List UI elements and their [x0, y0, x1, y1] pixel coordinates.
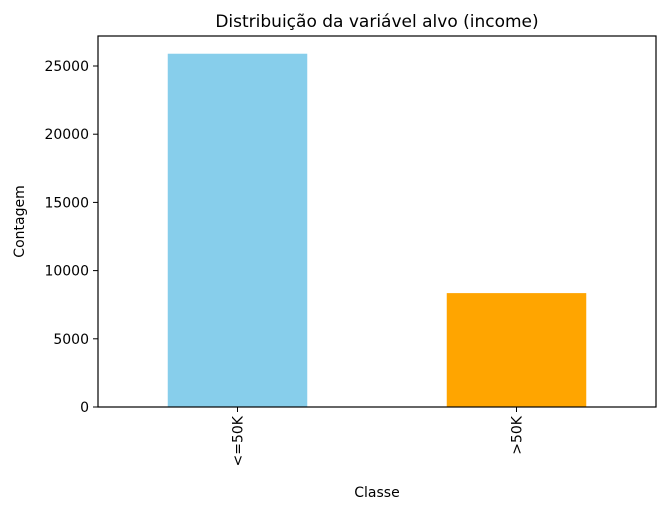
- x-axis-ticks: <=50K >50K: [231, 407, 526, 466]
- y-axis-ticks: 0 5000 10000 15000 20000 25000: [44, 59, 98, 416]
- chart-title: Distribuição da variável alvo (income): [215, 12, 538, 32]
- x-tick-label-0: <=50K: [231, 415, 247, 466]
- bars-group: [167, 53, 587, 407]
- plot-frame: [97, 35, 657, 408]
- plot-area: 0 5000 10000 15000 20000 25000 <=50K >50K: [44, 35, 657, 466]
- x-axis-label: Classe: [354, 485, 399, 501]
- y-tick-label-4: 20000: [44, 127, 89, 143]
- x-tick-label-1: >50K: [510, 415, 526, 455]
- y-tick-label-1: 5000: [53, 332, 89, 348]
- y-tick-label-2: 10000: [44, 264, 89, 280]
- bar-1: [446, 293, 587, 407]
- y-tick-label-3: 15000: [44, 195, 89, 211]
- y-tick-label-5: 25000: [44, 59, 89, 75]
- bar-0: [167, 53, 308, 407]
- y-tick-label-0: 0: [80, 400, 89, 416]
- y-axis-label: Contagem: [12, 185, 28, 257]
